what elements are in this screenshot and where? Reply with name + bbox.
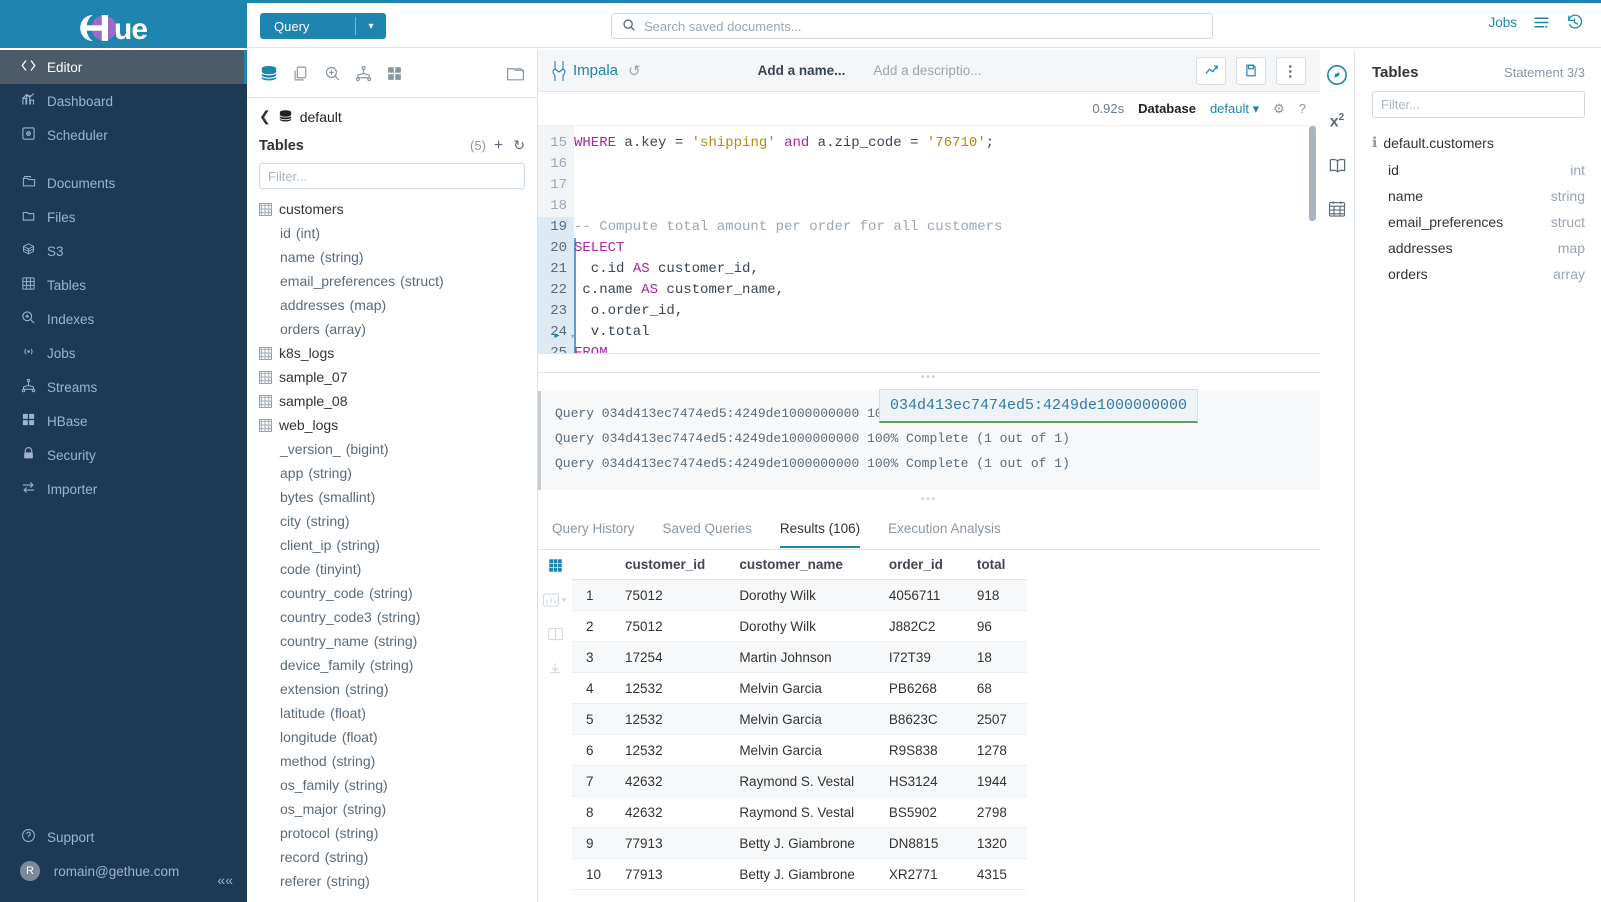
svg-text:ue: ue bbox=[114, 13, 147, 45]
